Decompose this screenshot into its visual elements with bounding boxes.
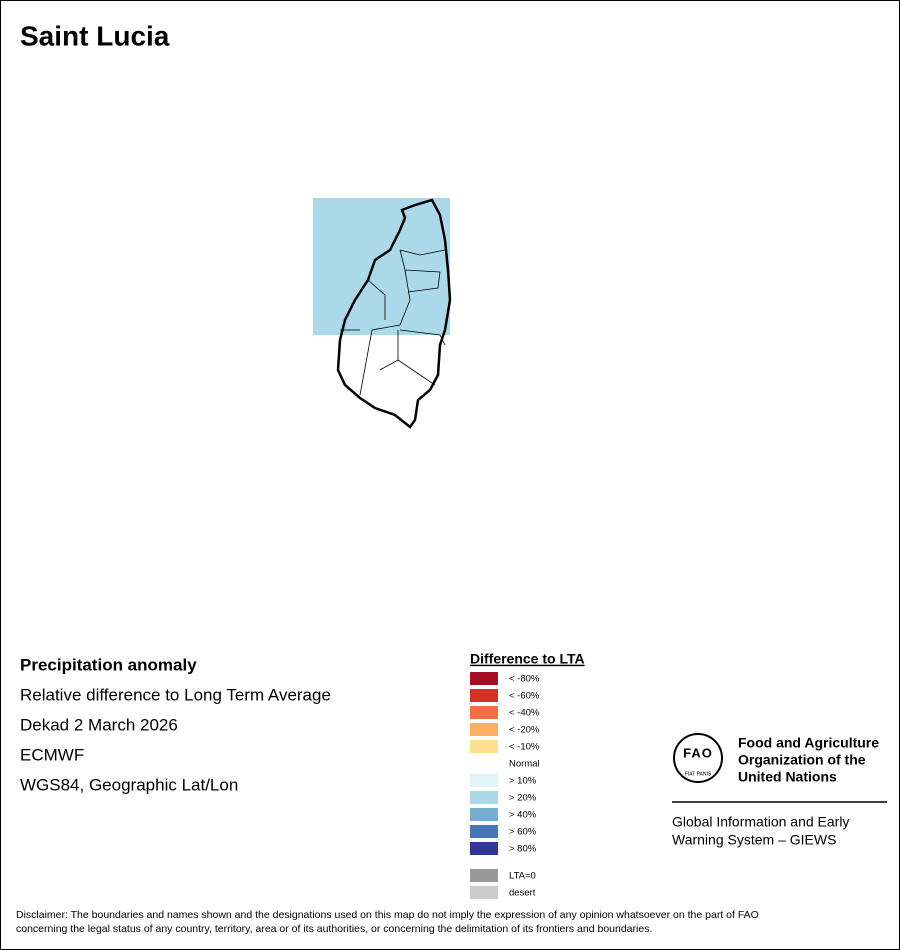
fao-logo: FAO FIAT PANIS bbox=[672, 733, 887, 803]
legend-label: < -40% bbox=[509, 708, 540, 719]
legend-label: > 80% bbox=[509, 844, 537, 855]
disclaimer: Disclaimer: The boundaries and names sho… bbox=[16, 909, 759, 935]
legend-swatch bbox=[470, 740, 498, 753]
legend-swatch bbox=[470, 672, 498, 685]
legend-swatch bbox=[470, 825, 498, 838]
legend-swatch bbox=[470, 723, 498, 736]
legend-swatch bbox=[470, 757, 498, 770]
legend-label: > 40% bbox=[509, 810, 537, 821]
map bbox=[313, 198, 452, 429]
legend-label: desert bbox=[509, 888, 536, 899]
island-outline bbox=[336, 198, 452, 429]
info-block: Precipitation anomaly Relative difference… bbox=[20, 655, 331, 794]
legend-swatch bbox=[470, 808, 498, 821]
legend-label: Normal bbox=[509, 759, 540, 770]
emblem-motto: FIAT PANIS bbox=[685, 771, 712, 777]
info-heading: Precipitation anomaly bbox=[20, 655, 197, 674]
anomaly-cell bbox=[313, 198, 450, 335]
system-name: Global Information and Early bbox=[672, 814, 849, 830]
disclaimer-line: concerning the legal status of any count… bbox=[16, 923, 652, 935]
legend-swatch bbox=[470, 842, 498, 855]
org-name: United Nations bbox=[738, 769, 837, 785]
legend-swatch bbox=[470, 869, 498, 882]
legend-title: Difference to LTA bbox=[470, 651, 585, 667]
system-name: Warning System – GIEWS bbox=[672, 832, 836, 848]
emblem-letters: FAO bbox=[683, 745, 713, 760]
legend-label: < -80% bbox=[509, 674, 540, 685]
legend-swatch bbox=[470, 886, 498, 899]
legend-swatch bbox=[470, 791, 498, 804]
title: Saint Lucia bbox=[20, 20, 170, 51]
legend-label: > 60% bbox=[509, 827, 537, 838]
info-line: Dekad 2 March 2026 bbox=[20, 715, 178, 734]
info-line: ECMWF bbox=[20, 745, 84, 764]
legend-label: > 20% bbox=[509, 793, 537, 804]
emblem-circle bbox=[673, 733, 723, 783]
info-line: WGS84, Geographic Lat/Lon bbox=[20, 775, 238, 794]
legend-swatch bbox=[470, 774, 498, 787]
legend-label: < -20% bbox=[509, 725, 540, 736]
legend: < -80% < -60% < -40% < -20% < -10% Normal > 10… bbox=[470, 672, 540, 899]
disclaimer-line: Disclaimer: The boundaries and names sho… bbox=[16, 909, 759, 921]
org-name: Food and Agriculture bbox=[738, 735, 879, 751]
legend-swatch bbox=[470, 706, 498, 719]
legend-label: < -60% bbox=[509, 691, 540, 702]
legend-label: > 10% bbox=[509, 776, 537, 787]
legend-swatch bbox=[470, 689, 498, 702]
info-line: Relative difference to Long Term Average bbox=[20, 685, 331, 704]
org-name: Organization of the bbox=[738, 752, 866, 768]
district-lines bbox=[340, 249, 446, 396]
legend-label: < -10% bbox=[509, 742, 540, 753]
legend-label: LTA=0 bbox=[509, 871, 536, 882]
